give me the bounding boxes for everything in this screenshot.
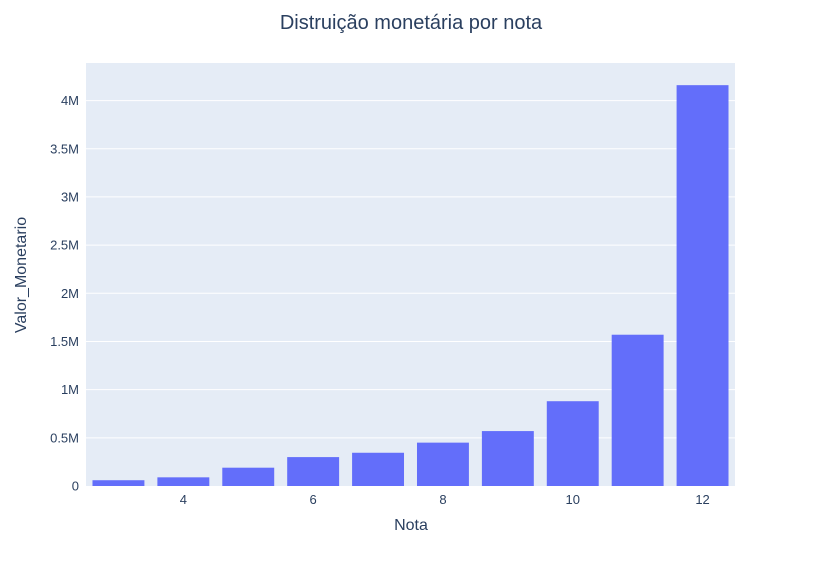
bar-nota-4[interactable] xyxy=(157,477,210,486)
bar-nota-5[interactable] xyxy=(222,467,275,486)
bar-nota-6[interactable] xyxy=(287,457,340,486)
x-tick-label: 10 xyxy=(566,492,580,507)
y-tick-label: 0.5M xyxy=(50,430,79,445)
y-tick-label: 3M xyxy=(61,189,79,204)
y-tick-label: 2.5M xyxy=(50,238,79,253)
y-tick-label: 0 xyxy=(72,479,79,494)
x-tick-label: 4 xyxy=(180,492,187,507)
x-tick-label: 6 xyxy=(310,492,317,507)
y-tick-labels: 0 0.5M 1M 1.5M 2M 2.5M 3M 3.5M 4M xyxy=(50,93,79,493)
y-tick-label: 2M xyxy=(61,286,79,301)
y-tick-label: 1M xyxy=(61,382,79,397)
bar-nota-10[interactable] xyxy=(546,401,599,486)
x-axis-title: Nota xyxy=(394,517,428,534)
x-tick-labels: 4 6 8 10 12 xyxy=(180,492,710,507)
x-tick-label: 8 xyxy=(439,492,446,507)
chart-title: Distruição monetária por nota xyxy=(280,12,543,34)
y-tick-label: 1.5M xyxy=(50,334,79,349)
bar-nota-7[interactable] xyxy=(352,452,405,486)
bar-nota-8[interactable] xyxy=(416,442,469,486)
grid-lines xyxy=(86,100,735,439)
y-tick-label: 4M xyxy=(61,93,79,108)
bar-nota-9[interactable] xyxy=(481,431,534,486)
y-axis-title: Valor_Monetario xyxy=(13,217,30,333)
bars xyxy=(92,85,729,486)
x-tick-label: 12 xyxy=(695,492,709,507)
y-tick-label: 3.5M xyxy=(50,141,79,156)
bar-nota-11[interactable] xyxy=(611,334,664,486)
bar-nota-3[interactable] xyxy=(92,480,145,486)
bar-nota-12[interactable] xyxy=(676,85,729,486)
